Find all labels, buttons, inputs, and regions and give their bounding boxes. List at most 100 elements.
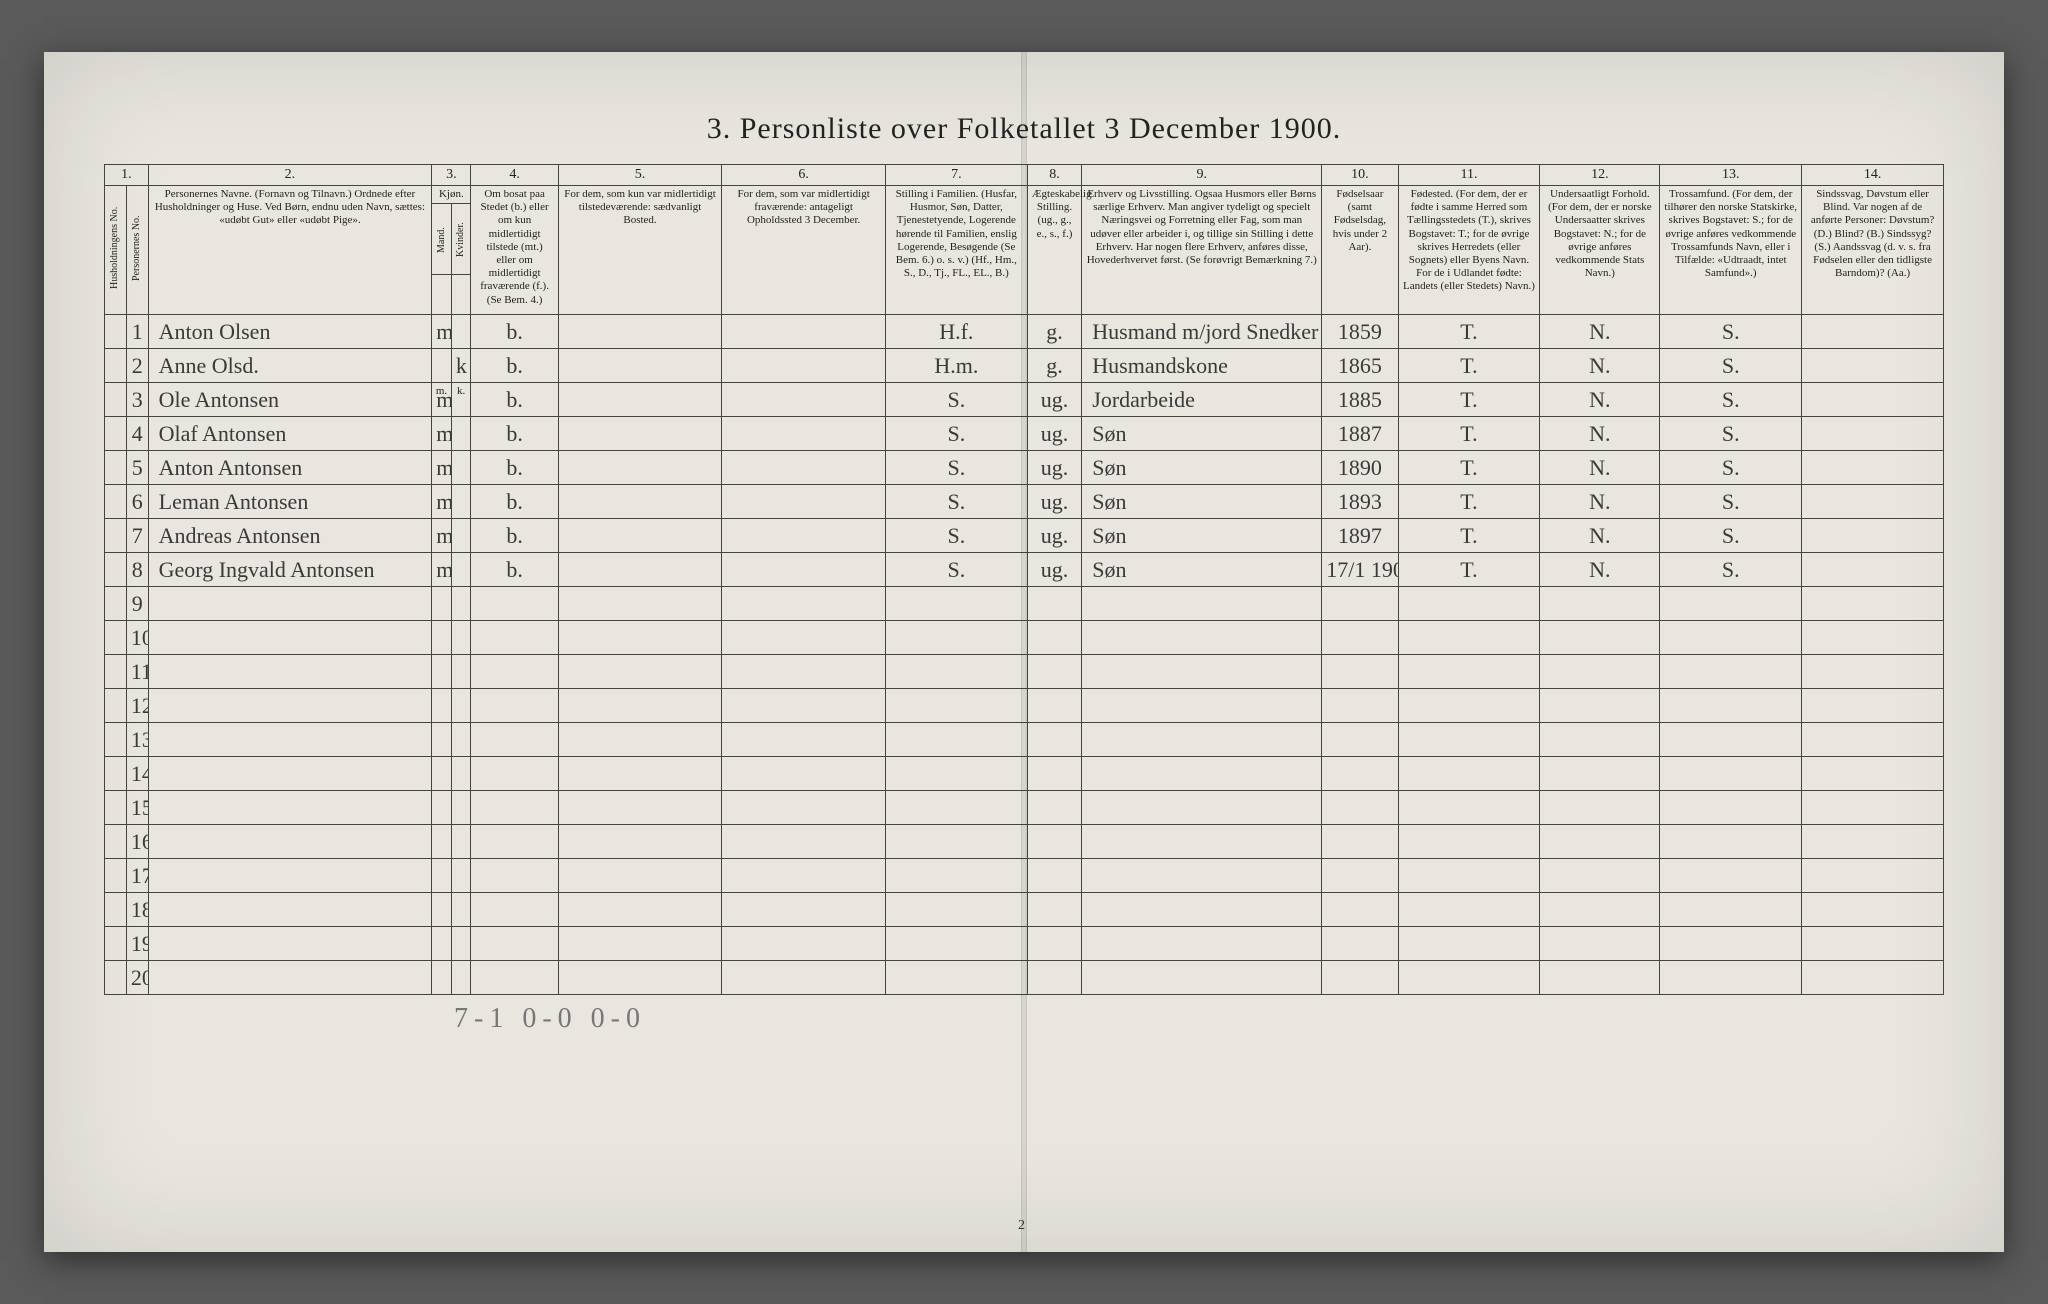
empty-cell xyxy=(1398,655,1540,689)
empty-cell xyxy=(1082,927,1322,961)
empty-cell xyxy=(558,587,722,621)
empty-cell xyxy=(148,621,432,655)
marital: ug. xyxy=(1027,451,1082,485)
residence: b. xyxy=(471,519,558,553)
sex-m: m xyxy=(432,451,452,485)
nationality: N. xyxy=(1540,485,1660,519)
empty-cell xyxy=(1802,655,1944,689)
empty-cell xyxy=(1322,723,1398,757)
header-household-no: Husholdningens No. xyxy=(105,186,127,315)
empty-cell xyxy=(148,893,432,927)
occupation: Søn xyxy=(1082,417,1322,451)
family-position: S. xyxy=(885,383,1027,417)
family-position: S. xyxy=(885,485,1027,519)
empty-cell xyxy=(1322,621,1398,655)
occupation: Søn xyxy=(1082,519,1322,553)
household-no xyxy=(105,825,127,859)
religion: S. xyxy=(1660,485,1802,519)
empty-cell xyxy=(1540,825,1660,859)
empty-cell xyxy=(432,689,452,723)
empty-cell xyxy=(471,791,558,825)
header-sex: Kjøn. Mand. Kvinder. m. k. xyxy=(432,186,471,315)
birth-place: T. xyxy=(1398,519,1540,553)
temp-present xyxy=(558,417,722,451)
empty-cell xyxy=(1802,621,1944,655)
person-no: 16 xyxy=(126,825,148,859)
empty-cell xyxy=(471,655,558,689)
marital: ug. xyxy=(1027,383,1082,417)
marital: ug. xyxy=(1027,417,1082,451)
person-no: 3 xyxy=(126,383,148,417)
empty-cell xyxy=(1027,927,1082,961)
header-residence: Om bosat paa Stedet (b.) eller om kun mi… xyxy=(471,186,558,315)
empty-cell xyxy=(1660,587,1802,621)
empty-cell xyxy=(148,689,432,723)
empty-cell xyxy=(1660,655,1802,689)
empty-cell xyxy=(471,927,558,961)
disability xyxy=(1802,349,1944,383)
empty-cell xyxy=(1322,587,1398,621)
household-no xyxy=(105,451,127,485)
empty-cell xyxy=(432,791,452,825)
empty-cell xyxy=(1802,757,1944,791)
empty-cell xyxy=(558,689,722,723)
family-position: H.f. xyxy=(885,315,1027,349)
empty-cell xyxy=(885,689,1027,723)
person-no: 1 xyxy=(126,315,148,349)
empty-cell xyxy=(1802,825,1944,859)
sex-m: m xyxy=(432,553,452,587)
empty-cell xyxy=(1027,757,1082,791)
header-birthplace: Fødested. (For dem, der er fødte i samme… xyxy=(1398,186,1540,315)
empty-cell xyxy=(885,621,1027,655)
empty-cell xyxy=(1802,587,1944,621)
empty-cell xyxy=(1027,825,1082,859)
person-no: 17 xyxy=(126,859,148,893)
empty-cell xyxy=(1802,723,1944,757)
birth-year: 1885 xyxy=(1322,383,1398,417)
empty-cell xyxy=(1540,689,1660,723)
birth-place: T. xyxy=(1398,451,1540,485)
empty-cell xyxy=(558,961,722,995)
religion: S. xyxy=(1660,417,1802,451)
disability xyxy=(1802,553,1944,587)
birth-year: 1890 xyxy=(1322,451,1398,485)
household-no xyxy=(105,417,127,451)
empty-cell xyxy=(1802,791,1944,825)
temp-present xyxy=(558,485,722,519)
empty-cell xyxy=(1027,791,1082,825)
empty-cell xyxy=(471,825,558,859)
empty-cell xyxy=(148,791,432,825)
family-position: H.m. xyxy=(885,349,1027,383)
empty-cell xyxy=(558,655,722,689)
empty-cell xyxy=(432,757,452,791)
person-no: 13 xyxy=(126,723,148,757)
person-name: Anton Olsen xyxy=(148,315,432,349)
religion: S. xyxy=(1660,383,1802,417)
empty-cell xyxy=(558,723,722,757)
empty-cell xyxy=(722,655,886,689)
empty-cell xyxy=(1027,961,1082,995)
empty-cell xyxy=(1398,825,1540,859)
empty-cell xyxy=(432,825,452,859)
empty-cell xyxy=(1802,859,1944,893)
household-no xyxy=(105,859,127,893)
colnum: 7. xyxy=(885,165,1027,186)
empty-cell xyxy=(1540,791,1660,825)
empty-cell xyxy=(148,927,432,961)
empty-cell xyxy=(432,859,452,893)
empty-cell xyxy=(1660,961,1802,995)
birth-place: T. xyxy=(1398,553,1540,587)
person-name: Leman Antonsen xyxy=(148,485,432,519)
header-disability: Sindssvag, Døvstum eller Blind. Var noge… xyxy=(1802,186,1944,315)
empty-cell xyxy=(1082,961,1322,995)
sex-m: m xyxy=(432,485,452,519)
residence: b. xyxy=(471,383,558,417)
empty-cell xyxy=(471,587,558,621)
nationality: N. xyxy=(1540,315,1660,349)
empty-cell xyxy=(1660,825,1802,859)
empty-cell xyxy=(1082,791,1322,825)
empty-cell xyxy=(885,825,1027,859)
empty-cell xyxy=(1398,791,1540,825)
empty-cell xyxy=(1540,859,1660,893)
empty-cell xyxy=(451,723,471,757)
